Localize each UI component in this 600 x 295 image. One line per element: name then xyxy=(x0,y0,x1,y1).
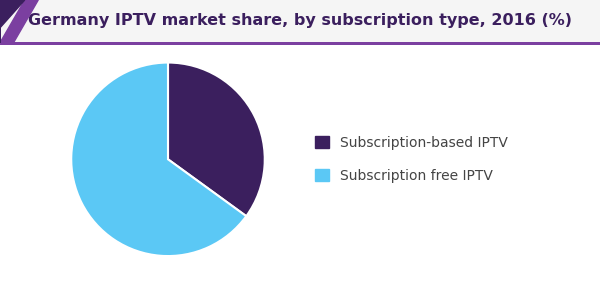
Wedge shape xyxy=(168,63,265,216)
Polygon shape xyxy=(0,0,25,43)
Text: Germany IPTV market share, by subscription type, 2016 (%): Germany IPTV market share, by subscripti… xyxy=(28,13,572,28)
Legend: Subscription-based IPTV, Subscription free IPTV: Subscription-based IPTV, Subscription fr… xyxy=(315,136,508,183)
Polygon shape xyxy=(0,0,38,43)
Wedge shape xyxy=(71,63,246,256)
